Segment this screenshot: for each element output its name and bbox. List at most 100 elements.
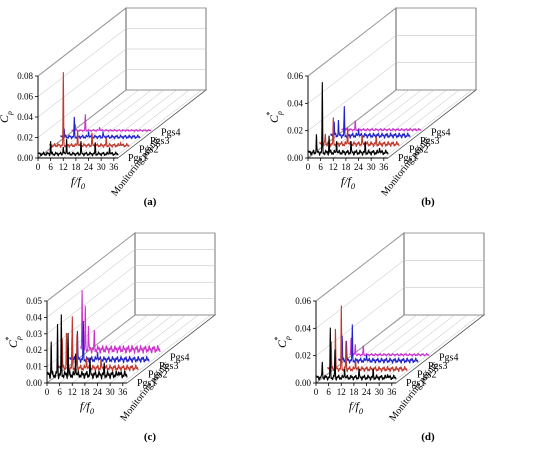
x-grid-line-floor: [353, 314, 443, 384]
back-wall-frame: [395, 7, 477, 91]
series-line-pgs4: [341, 117, 422, 132]
series-label-pgs3: Pgs3: [428, 361, 447, 372]
x-tick-label: 36: [118, 387, 128, 397]
x-tick-label: 6: [48, 162, 53, 172]
series-label-pgs1: Pgs1: [398, 153, 417, 164]
y-tick-label: 0.01: [26, 362, 42, 372]
series-label-pgs4: Pgs4: [439, 353, 458, 364]
x-axis-label: f/f0: [71, 174, 86, 191]
x-grid-line-floor: [345, 89, 435, 159]
x-axis-label: f/f0: [349, 399, 364, 416]
x-tick-label: 30: [97, 162, 107, 172]
y-tick-label: 0.00: [287, 153, 303, 163]
x-grid-line-floor: [328, 314, 417, 384]
x-grid-line-floor: [366, 314, 455, 384]
x-tick-label: 30: [375, 387, 385, 397]
x-tick-label: 24: [354, 162, 364, 172]
x-tick-label: 36: [379, 162, 389, 172]
x-tick-label: 18: [71, 162, 81, 172]
y-tick-label: 0.04: [26, 312, 42, 322]
series-line-pgs2: [319, 117, 400, 148]
panel-caption: (b): [421, 196, 435, 208]
series-line-pgs1: [316, 327, 397, 382]
series-label-pgs3: Pgs3: [420, 136, 439, 147]
series-label-pgs4: Pgs4: [170, 353, 189, 364]
series-line-pgs3: [69, 320, 150, 364]
x-grid-line-floor: [358, 89, 447, 159]
y-tick-label: 0.00: [26, 378, 42, 388]
x-grid-line-floor: [63, 89, 152, 159]
series-line-pgs1: [308, 82, 389, 157]
x-tick-label: 0: [314, 387, 319, 397]
y-grid-line-side: [307, 35, 397, 104]
y-grid-line-side: [46, 232, 136, 302]
x-grid-line-floor: [88, 89, 177, 159]
x-grid-line-floor: [391, 314, 480, 384]
panel-caption: (d): [421, 431, 435, 443]
y-tick-label: 0.02: [26, 345, 42, 355]
y-axis-label: Cp*: [4, 336, 23, 348]
x-tick-label: 24: [84, 162, 94, 172]
y-grid-line-side: [37, 7, 127, 77]
x-tick-label: 0: [45, 387, 50, 397]
series-label-pgs1: Pgs1: [137, 378, 156, 389]
y-tick-label: 0.06: [287, 71, 303, 81]
y-tick-label: 0.08: [17, 71, 33, 81]
series-label-pgs3: Pgs3: [159, 361, 178, 372]
x-tick-label: 36: [387, 387, 397, 397]
y-axis-label: Cp*: [0, 111, 14, 123]
panel-caption: (a): [144, 196, 157, 208]
x-grid-line-floor: [333, 89, 422, 159]
x-tick-label: 6: [318, 162, 323, 172]
series-label-pgs2: Pgs2: [409, 145, 428, 156]
y-axis-label: Cp*: [265, 111, 284, 123]
x-tick-label: 6: [57, 387, 62, 397]
y-tick-label: 0.06: [17, 92, 33, 102]
y-grid-line-side: [307, 7, 397, 77]
y-grid-line-side: [315, 260, 405, 329]
series-label-pgs2: Pgs2: [417, 370, 436, 381]
series-label-pgs1: Pgs1: [128, 153, 147, 164]
y-tick-label: 0.02: [287, 126, 303, 136]
x-tick-label: 24: [93, 387, 103, 397]
side-wall-frame: [46, 232, 136, 384]
x-tick-label: 18: [349, 387, 359, 397]
series-line-pgs2: [327, 305, 408, 373]
y-tick-label: 0.02: [17, 133, 33, 143]
series-line-pgs4: [349, 337, 430, 357]
y-grid-line-side: [37, 28, 127, 97]
x-grid-line-floor: [383, 89, 472, 159]
y-tick-label: 0.04: [17, 112, 33, 122]
y-grid-line-side: [46, 298, 136, 367]
series-line-pgs2: [58, 316, 139, 373]
x-tick-label: 18: [341, 162, 351, 172]
y-grid-line-side: [37, 48, 127, 118]
y-grid-line-side: [307, 62, 397, 131]
series-label-pgs2: Pgs2: [148, 370, 167, 381]
y-tick-label: 0.04: [287, 98, 303, 108]
y-tick-label: 0.02: [295, 351, 311, 361]
series-label-pgs4: Pgs4: [431, 128, 450, 139]
y-grid-line-side: [46, 282, 136, 351]
x-tick-label: 0: [306, 162, 311, 172]
y-tick-label: 0.06: [295, 296, 311, 306]
x-tick-label: 12: [59, 162, 68, 172]
x-tick-label: 30: [106, 387, 116, 397]
panel-caption: (c): [144, 431, 157, 443]
y-tick-label: 0.00: [295, 378, 311, 388]
back-wall-frame: [403, 232, 485, 316]
y-axis-label: Cp*: [273, 336, 292, 348]
series-label-pgs1: Pgs1: [406, 378, 425, 389]
x-tick-label: 18: [80, 387, 90, 397]
x-grid-line-floor: [122, 314, 211, 384]
series-line-pgs1: [38, 139, 119, 157]
y-tick-label: 0.03: [26, 329, 42, 339]
y-grid-line-side: [315, 232, 405, 302]
x-grid-line-floor: [341, 314, 430, 384]
series-line-pgs1: [47, 314, 128, 380]
back-wall-frame: [134, 232, 216, 316]
series-line-pgs4: [80, 290, 161, 355]
y-grid-line-side: [46, 249, 136, 318]
x-tick-label: 6: [326, 387, 331, 397]
